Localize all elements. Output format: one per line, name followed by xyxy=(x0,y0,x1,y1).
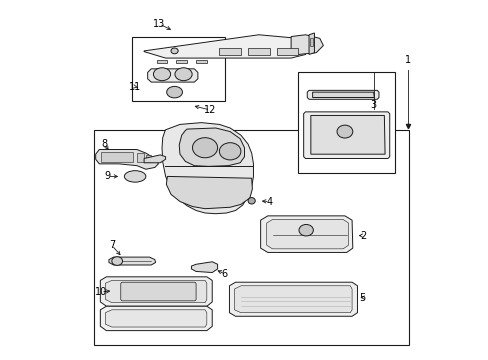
Polygon shape xyxy=(303,112,389,158)
Text: 4: 4 xyxy=(266,197,272,207)
Ellipse shape xyxy=(153,68,170,81)
Ellipse shape xyxy=(298,225,313,236)
Polygon shape xyxy=(234,286,351,313)
Ellipse shape xyxy=(247,198,255,204)
Ellipse shape xyxy=(124,171,145,182)
Text: 5: 5 xyxy=(358,293,365,303)
Bar xyxy=(145,155,151,162)
Polygon shape xyxy=(105,280,206,303)
Polygon shape xyxy=(166,176,252,209)
Polygon shape xyxy=(105,310,206,327)
Bar xyxy=(298,72,394,173)
Text: 9: 9 xyxy=(104,171,110,181)
Ellipse shape xyxy=(171,48,178,54)
Ellipse shape xyxy=(112,257,122,265)
Text: 13: 13 xyxy=(153,19,165,29)
Text: 1: 1 xyxy=(404,55,410,65)
Text: 7: 7 xyxy=(108,240,115,250)
Bar xyxy=(156,59,167,63)
Polygon shape xyxy=(144,155,165,163)
Polygon shape xyxy=(179,128,244,166)
Bar xyxy=(196,59,206,63)
Bar xyxy=(94,130,408,345)
Bar xyxy=(137,153,144,162)
Polygon shape xyxy=(162,123,253,214)
FancyBboxPatch shape xyxy=(121,282,196,301)
Text: 3: 3 xyxy=(370,100,376,110)
Polygon shape xyxy=(229,282,357,316)
Text: 2: 2 xyxy=(360,231,366,240)
Polygon shape xyxy=(100,306,212,330)
Bar xyxy=(247,48,269,55)
Bar xyxy=(176,59,187,63)
Polygon shape xyxy=(308,33,314,54)
Polygon shape xyxy=(306,90,378,99)
Bar xyxy=(131,37,224,101)
Text: 12: 12 xyxy=(204,105,216,115)
Bar xyxy=(276,48,298,55)
Ellipse shape xyxy=(219,143,241,160)
Polygon shape xyxy=(100,277,212,306)
Polygon shape xyxy=(260,216,352,252)
Polygon shape xyxy=(191,262,217,273)
Bar xyxy=(101,152,133,162)
Text: 8: 8 xyxy=(102,139,107,149)
Text: 6: 6 xyxy=(221,269,227,279)
Ellipse shape xyxy=(166,86,182,98)
Ellipse shape xyxy=(336,125,352,138)
Polygon shape xyxy=(312,92,373,98)
Bar xyxy=(309,39,313,46)
Text: 10: 10 xyxy=(95,287,107,297)
Polygon shape xyxy=(144,35,308,58)
Ellipse shape xyxy=(175,68,192,81)
Polygon shape xyxy=(266,220,348,249)
Bar xyxy=(129,174,140,179)
Polygon shape xyxy=(310,116,384,154)
Ellipse shape xyxy=(192,138,217,158)
Bar xyxy=(219,48,241,55)
Text: 11: 11 xyxy=(129,82,141,92)
Polygon shape xyxy=(96,149,158,169)
Polygon shape xyxy=(290,35,323,54)
Polygon shape xyxy=(109,257,155,265)
Polygon shape xyxy=(147,69,198,82)
